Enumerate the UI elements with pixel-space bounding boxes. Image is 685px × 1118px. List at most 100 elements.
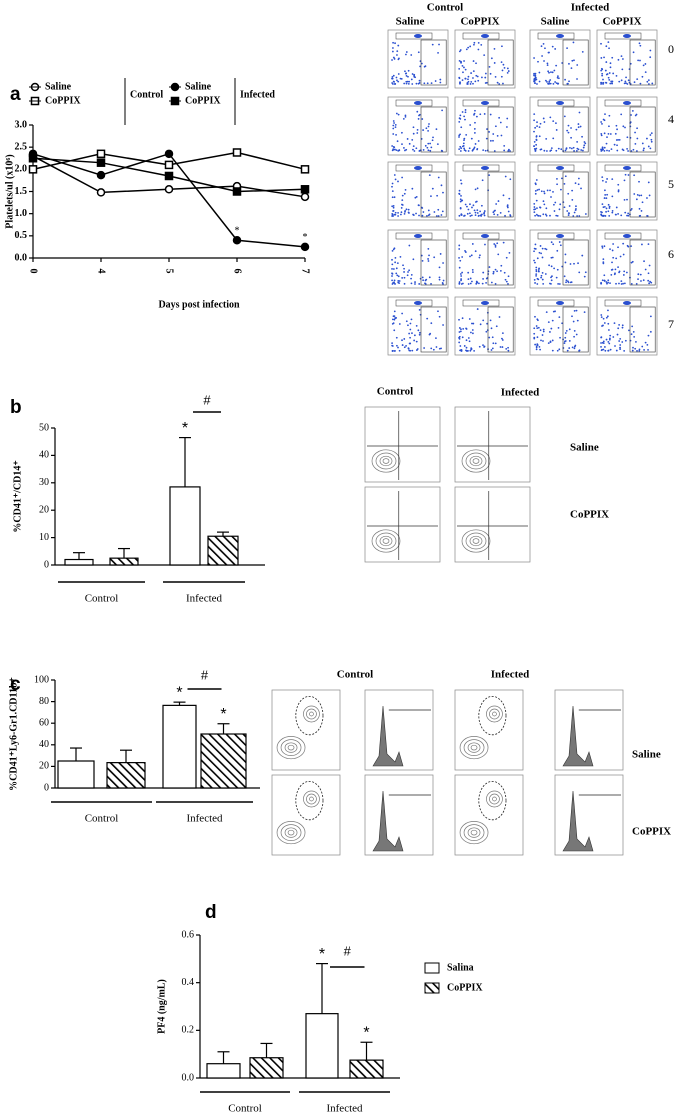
flow-dot [602, 81, 605, 84]
flow-dot [508, 197, 511, 200]
flow-dot [396, 50, 399, 53]
flow-dot [640, 280, 642, 282]
flow-dot [634, 143, 637, 145]
flow-dot [635, 340, 637, 343]
flow-dot [546, 62, 549, 65]
flow-dot [463, 139, 465, 142]
flow-dot [616, 333, 619, 336]
flow-dot [539, 148, 542, 151]
flow-dot [617, 266, 619, 269]
flow-dot [564, 340, 567, 342]
flow-dot [430, 82, 433, 85]
flow-dot [639, 273, 642, 276]
flow-contour [489, 793, 500, 805]
flow-dot [625, 82, 627, 84]
flow-dot [538, 251, 541, 254]
flow-dot [541, 55, 543, 57]
flow-dot [534, 248, 537, 250]
flow-dot [414, 76, 417, 79]
flow-dot [418, 283, 421, 285]
flow-contour [379, 535, 393, 547]
flow-dot [636, 193, 639, 196]
flow-dot [421, 118, 424, 120]
flow-gate [462, 232, 500, 240]
flow-dot [557, 75, 559, 78]
flow-dot [540, 252, 543, 255]
flow-dot [399, 77, 402, 80]
flow-dot [632, 346, 634, 349]
bar [207, 535, 239, 566]
flow-dot [470, 137, 473, 140]
flow-dot [408, 332, 411, 335]
flow-dot [486, 128, 488, 130]
flow-plot [529, 161, 591, 221]
flow-dot [458, 60, 461, 62]
flow-dot [605, 197, 608, 200]
flow-dot [615, 349, 618, 352]
flow-dot [467, 75, 470, 78]
flow-dot [480, 44, 483, 46]
flow-dot [501, 332, 504, 335]
flow-blob [623, 34, 631, 38]
flow-dot [396, 79, 398, 82]
flow-dot [533, 332, 536, 335]
flow-dot [548, 71, 550, 74]
flow-dot [624, 339, 627, 342]
flow-dot [605, 142, 608, 145]
flow-contour [461, 529, 491, 553]
flow-dot [600, 67, 603, 70]
flow-dot [576, 319, 579, 322]
flow-dot [474, 250, 477, 253]
flow-dot [391, 268, 393, 270]
flow-dot [494, 125, 497, 128]
flow-dot [459, 179, 462, 182]
flow-dot [459, 81, 461, 84]
flow-dot [539, 206, 542, 209]
flow-dot [563, 115, 566, 118]
row-label: 0 [668, 42, 674, 56]
subcolumn-header: Saline [541, 16, 570, 28]
flow-dot [480, 215, 483, 217]
flow-dot [607, 340, 610, 343]
flow-dot [459, 114, 462, 117]
y-tick-label: 0.6 [182, 929, 195, 940]
flow-dot [492, 342, 495, 345]
legend-label: CoPPIX [45, 95, 81, 106]
flow-dot [538, 188, 540, 191]
flow-dot [458, 248, 461, 250]
flow-dot [502, 241, 505, 244]
flow-contour [492, 711, 497, 717]
flow-dot [440, 149, 443, 152]
flow-dot [478, 345, 481, 348]
flow-dot [401, 131, 403, 134]
flow-dot [605, 207, 608, 210]
flow-plot [364, 406, 441, 483]
flow-dot [626, 198, 628, 201]
flow-dot [496, 242, 499, 245]
flow-dot [535, 269, 538, 271]
flow-dot [407, 69, 410, 72]
flow-dot [464, 111, 467, 114]
row-label: Saline [632, 749, 661, 761]
flow-dot [509, 215, 512, 217]
flow-gate [420, 171, 447, 218]
flow-dot [600, 134, 603, 137]
flow-dot [409, 342, 412, 345]
flow-dot [573, 335, 575, 338]
flow-dot [463, 137, 466, 140]
flow-dot [615, 257, 618, 260]
flow-dot [490, 281, 493, 284]
flow-dot [602, 78, 604, 81]
flow-dot [552, 243, 555, 246]
flow-dot [401, 203, 403, 206]
flow-dot [498, 316, 501, 318]
column-header: Infected [501, 387, 540, 399]
flow-dot [623, 282, 626, 285]
flow-dot [479, 113, 482, 116]
flow-dot [576, 147, 579, 150]
flow-dot [618, 282, 620, 285]
flow-dot [435, 337, 437, 340]
legend-label: Saline [45, 81, 72, 92]
flow-blob [481, 34, 489, 38]
flow-contour [489, 708, 500, 720]
